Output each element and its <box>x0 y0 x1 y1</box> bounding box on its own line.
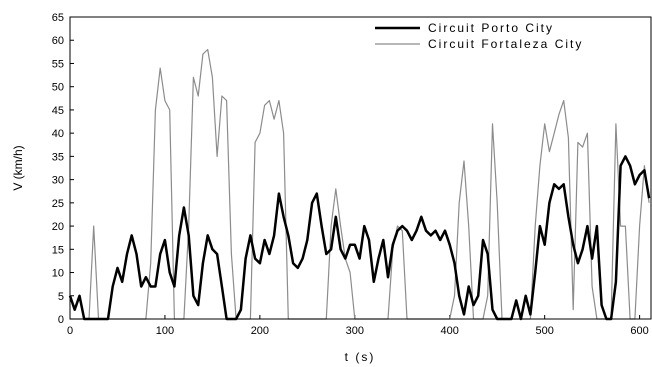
y-tick-label: 15 <box>52 244 64 256</box>
x-tick-label: 100 <box>156 325 174 337</box>
x-tick-label: 0 <box>67 325 73 337</box>
legend-label: Circuit Porto City <box>428 21 554 35</box>
series-line <box>68 155 651 321</box>
legend-label: Circuit Fortaleza City <box>428 37 583 51</box>
y-tick-label: 55 <box>52 58 64 70</box>
y-tick-label: 20 <box>52 221 64 233</box>
x-axis-title: t (s) <box>345 350 376 364</box>
y-tick-label: 0 <box>58 314 64 326</box>
x-tick-label: 400 <box>441 325 459 337</box>
y-tick-label: 40 <box>52 128 64 140</box>
plot-frame <box>69 16 652 320</box>
x-tick-label: 300 <box>346 325 364 337</box>
y-tick-label: 30 <box>52 175 64 187</box>
y-tick-label: 35 <box>52 151 64 163</box>
y-tick-label: 60 <box>52 35 64 47</box>
x-tick-label: 600 <box>630 325 648 337</box>
y-tick-label: 50 <box>52 82 64 94</box>
y-tick-label: 5 <box>58 291 64 303</box>
x-tick-label: 200 <box>251 325 269 337</box>
y-tick-label: 45 <box>52 105 64 117</box>
y-tick-label: 10 <box>52 268 64 280</box>
y-tick-label: 65 <box>52 12 64 24</box>
y-tick-label: 25 <box>52 198 64 210</box>
y-axis-title: V (km/h) <box>11 145 25 190</box>
x-tick-label: 500 <box>535 325 553 337</box>
